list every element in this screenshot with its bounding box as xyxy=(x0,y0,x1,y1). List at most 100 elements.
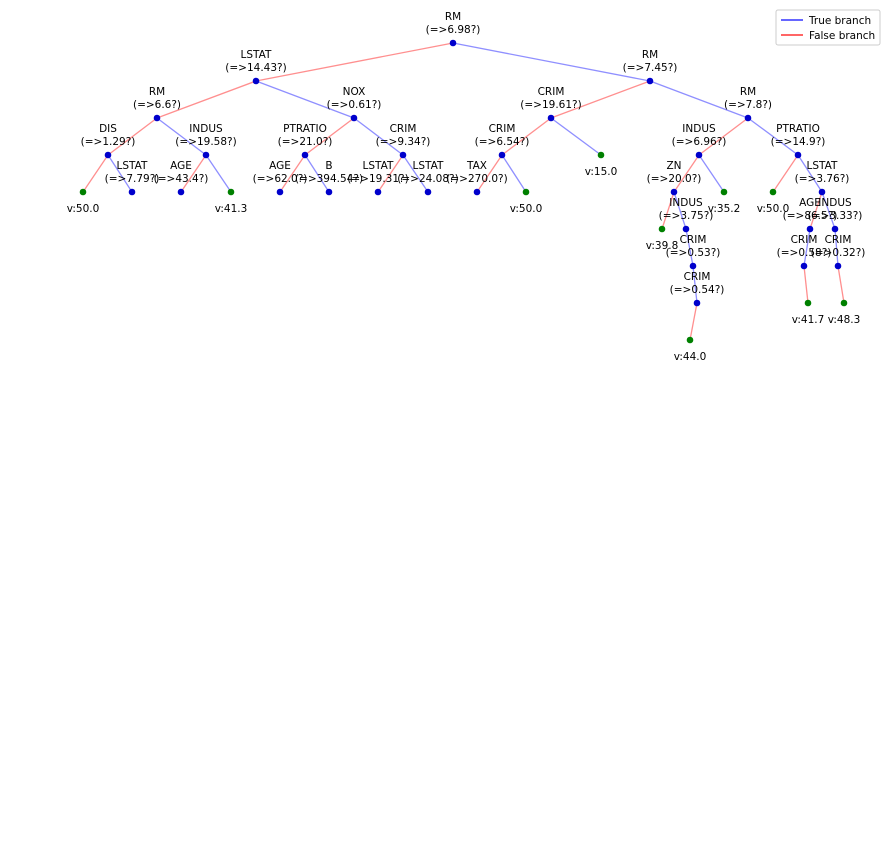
split-feature: CRIM xyxy=(825,234,852,246)
split-feature: INDUS xyxy=(818,197,852,209)
branch-edge xyxy=(649,80,749,119)
split-feature: NOX xyxy=(343,86,366,98)
branch-edge xyxy=(279,154,306,193)
split-feature: LSTAT xyxy=(241,49,272,61)
split-node xyxy=(646,77,654,85)
split-feature: RM xyxy=(740,86,756,98)
split-condition: (=>0.54?) xyxy=(670,284,725,296)
split-condition: (=>19.58?) xyxy=(175,136,236,148)
leaf-value: v:41.7 xyxy=(792,314,825,326)
split-condition: (=>394.54?) xyxy=(295,173,363,185)
split-condition: (=>3.33?) xyxy=(808,210,863,222)
split-node xyxy=(689,262,697,270)
split-node xyxy=(252,77,260,85)
branch-edge xyxy=(476,154,503,193)
leaf-value: v:48.3 xyxy=(828,314,861,326)
leaf-node xyxy=(597,151,605,159)
split-condition: (=>20.0?) xyxy=(647,173,702,185)
branch-edge xyxy=(156,80,257,119)
split-feature: RM xyxy=(445,11,461,23)
branch-edge xyxy=(452,42,651,82)
split-feature: PTRATIO xyxy=(283,123,327,135)
branch-edge xyxy=(255,80,355,119)
split-condition: (=>9.34?) xyxy=(376,136,431,148)
split-node xyxy=(682,225,690,233)
split-feature: LSTAT xyxy=(363,160,394,172)
branch-edge xyxy=(550,117,602,156)
leaf-node xyxy=(769,188,777,196)
split-condition: (=>6.54?) xyxy=(475,136,530,148)
split-feature: DIS xyxy=(99,123,117,135)
branch-edge xyxy=(304,154,330,193)
split-feature: CRIM xyxy=(680,234,707,246)
split-feature: CRIM xyxy=(791,234,818,246)
split-condition: (=>3.75?) xyxy=(659,210,714,222)
branch-edge xyxy=(698,117,749,156)
branch-edge xyxy=(205,154,232,193)
legend-box xyxy=(775,9,881,46)
branch-edge xyxy=(107,154,133,193)
split-feature: AGE xyxy=(269,160,291,172)
leaf-value: v:50.0 xyxy=(510,203,543,215)
branch-edge xyxy=(402,154,429,193)
branch-edge xyxy=(821,191,836,230)
leaf-value: v:44.0 xyxy=(674,351,707,363)
leaf-node xyxy=(227,188,235,196)
split-condition: (=>86.5?) xyxy=(783,210,838,222)
branch-edge xyxy=(803,228,811,267)
split-feature: LSTAT xyxy=(413,160,444,172)
leaf-value: v:50.0 xyxy=(67,203,100,215)
split-feature: INDUS xyxy=(669,197,703,209)
split-node xyxy=(834,262,842,270)
branch-edge xyxy=(255,42,454,82)
branch-edge xyxy=(837,265,845,304)
leaf-value: v:35.2 xyxy=(708,203,741,215)
split-node xyxy=(128,188,136,196)
split-node xyxy=(547,114,555,122)
split-feature: PTRATIO xyxy=(776,123,820,135)
split-node xyxy=(744,114,752,122)
split-node xyxy=(473,188,481,196)
split-feature: B xyxy=(325,160,332,172)
split-condition: (=>6.96?) xyxy=(672,136,727,148)
nodes: RM(=>6.98?)LSTAT(=>14.43?)RM(=>7.45?)RM(… xyxy=(67,11,866,363)
leaf-node xyxy=(840,299,848,307)
legend-label: True branch xyxy=(808,15,871,27)
split-feature: ZN xyxy=(666,160,681,172)
split-feature: RM xyxy=(642,49,658,61)
split-condition: (=>7.8?) xyxy=(724,99,772,111)
split-node xyxy=(325,188,333,196)
branch-edge xyxy=(834,228,839,267)
branch-edge xyxy=(689,302,698,341)
split-feature: AGE xyxy=(799,197,821,209)
split-condition: (=>19.61?) xyxy=(520,99,581,111)
leaf-value: v:50.0 xyxy=(757,203,790,215)
branch-edge xyxy=(698,154,725,193)
split-condition: (=>270.0?) xyxy=(446,173,507,185)
split-node xyxy=(695,151,703,159)
split-node xyxy=(818,188,826,196)
split-feature: INDUS xyxy=(682,123,716,135)
edges xyxy=(82,42,845,341)
branch-edge xyxy=(107,117,158,156)
split-condition: (=>0.53?) xyxy=(666,247,721,259)
legend-label: False branch xyxy=(809,30,875,42)
split-condition: (=>0.32?) xyxy=(811,247,866,259)
branch-edge xyxy=(180,154,207,193)
branch-edge xyxy=(156,117,207,156)
branch-edge xyxy=(501,117,552,156)
split-condition: (=>24.08?) xyxy=(397,173,458,185)
split-condition: (=>3.76?) xyxy=(795,173,850,185)
split-node xyxy=(399,151,407,159)
split-node xyxy=(276,188,284,196)
branch-edge xyxy=(803,265,809,304)
split-node xyxy=(301,151,309,159)
split-node xyxy=(424,188,432,196)
split-feature: CRIM xyxy=(390,123,417,135)
leaf-value: v:39.8 xyxy=(646,240,679,252)
split-node xyxy=(177,188,185,196)
branch-edge xyxy=(550,80,651,119)
split-node xyxy=(831,225,839,233)
